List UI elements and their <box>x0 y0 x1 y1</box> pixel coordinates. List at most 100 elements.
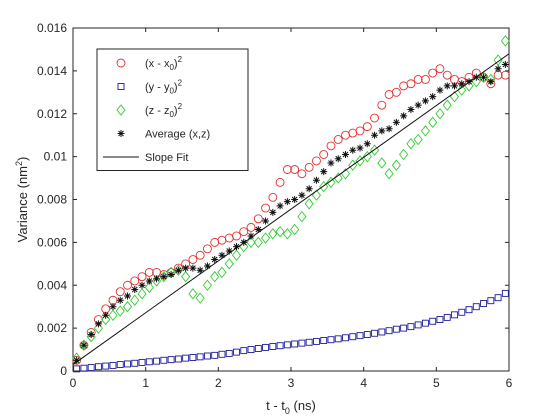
data-point <box>145 277 153 285</box>
y-axis-ticks: 0 0.002 0.004 0.006 0.008 0.01 0.012 0.014 0.016 <box>37 21 509 378</box>
data-point <box>189 264 197 272</box>
y-tick-label: 0.01 <box>44 150 68 164</box>
y-tick-label: 0.006 <box>37 235 67 249</box>
legend-entry: (z - z0)2 <box>116 102 183 119</box>
data-point <box>73 356 81 364</box>
series-4 <box>72 53 510 365</box>
data-point <box>217 266 227 279</box>
y-tick-label: 0 <box>60 364 67 378</box>
data-point <box>312 176 320 184</box>
data-point <box>407 323 415 331</box>
data-point <box>312 337 320 345</box>
data-point <box>355 155 365 167</box>
data-point <box>269 208 277 216</box>
data-point <box>370 113 380 123</box>
data-point <box>109 303 117 311</box>
legend-marker <box>117 83 125 90</box>
data-point <box>233 348 240 356</box>
data-point <box>196 266 204 274</box>
data-point <box>407 105 415 113</box>
data-point <box>269 343 277 351</box>
data-point <box>115 287 125 297</box>
data-point <box>153 357 161 365</box>
data-point <box>73 365 81 373</box>
data-point <box>138 281 146 289</box>
data-point <box>362 122 372 132</box>
data-point <box>80 364 88 372</box>
data-point <box>210 270 220 283</box>
data-point <box>378 328 386 336</box>
data-point <box>145 358 153 366</box>
data-point <box>378 127 386 135</box>
legend-box <box>96 48 249 171</box>
x-tick-label: 5 <box>433 376 440 390</box>
data-point <box>195 292 205 304</box>
data-point <box>305 338 313 346</box>
data-point <box>225 247 233 255</box>
data-point <box>124 292 131 300</box>
x-tick-label: 6 <box>506 376 513 390</box>
data-point <box>333 172 343 184</box>
data-point <box>391 87 401 97</box>
data-point <box>326 141 336 151</box>
data-point <box>385 125 393 133</box>
data-point <box>202 244 212 254</box>
series-3 <box>73 60 509 364</box>
data-point <box>320 168 328 176</box>
data-point <box>79 339 89 351</box>
data-point <box>319 180 329 193</box>
data-point <box>414 321 422 329</box>
data-point <box>131 359 139 367</box>
data-point <box>298 191 306 199</box>
data-point <box>115 305 125 317</box>
data-point <box>320 337 328 345</box>
x-tick-label: 3 <box>288 376 295 390</box>
data-point <box>399 148 409 161</box>
data-point <box>478 71 489 84</box>
data-point <box>137 288 147 300</box>
legend-label: (x - x0)2 <box>145 55 183 72</box>
y-tick-label: 0.016 <box>37 21 67 35</box>
data-point <box>326 176 336 189</box>
data-point <box>443 313 451 321</box>
data-point <box>160 356 168 364</box>
data-point <box>94 320 102 328</box>
data-point <box>429 317 437 325</box>
data-point <box>246 236 256 249</box>
data-point <box>282 228 292 240</box>
data-point <box>414 101 422 109</box>
data-point <box>494 65 502 73</box>
legend-label: Slope Fit <box>145 152 188 164</box>
data-point <box>400 112 408 120</box>
data-point <box>282 165 292 174</box>
data-point <box>102 362 110 370</box>
legend-label: (z - z0)2 <box>145 102 183 119</box>
series-layer <box>72 35 510 373</box>
data-point <box>130 294 140 306</box>
data-point <box>413 133 423 146</box>
data-point <box>167 356 175 364</box>
data-point <box>173 264 183 276</box>
data-point <box>362 150 372 163</box>
data-point <box>298 339 306 347</box>
data-point <box>429 93 437 101</box>
data-point <box>116 296 124 304</box>
data-point <box>421 97 429 105</box>
slope-fit-line <box>72 53 510 365</box>
data-point <box>290 223 300 236</box>
data-point <box>442 70 452 80</box>
data-point <box>471 75 481 88</box>
data-point <box>102 311 110 319</box>
data-point <box>101 313 111 326</box>
data-point <box>182 354 190 362</box>
x-axis-ticks: 0 1 2 3 4 5 6 <box>70 28 513 390</box>
data-point <box>188 288 198 300</box>
data-point <box>371 329 379 337</box>
series-1 <box>73 289 509 373</box>
data-point <box>384 168 394 180</box>
data-point <box>276 202 284 210</box>
data-point <box>500 35 510 47</box>
data-point <box>261 203 271 213</box>
data-point <box>195 250 205 260</box>
data-point <box>124 360 131 368</box>
